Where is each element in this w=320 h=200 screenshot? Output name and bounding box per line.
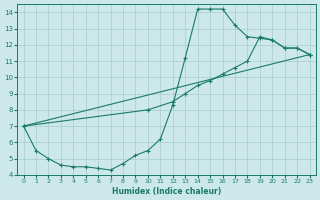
X-axis label: Humidex (Indice chaleur): Humidex (Indice chaleur) xyxy=(112,187,221,196)
